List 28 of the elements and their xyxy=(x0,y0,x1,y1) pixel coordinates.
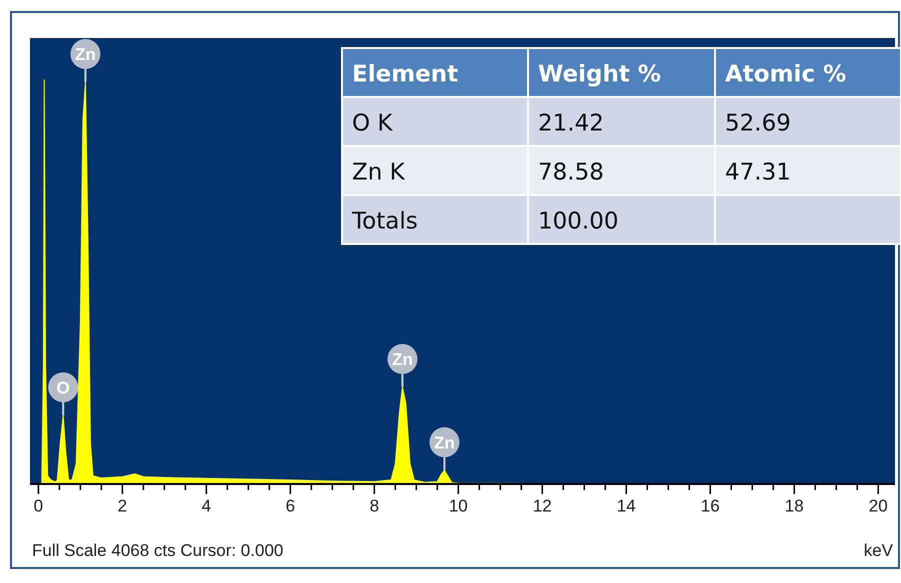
annotation: Zn xyxy=(434,433,455,452)
annotation: Atomic % xyxy=(725,62,846,88)
annotation: 47.31 xyxy=(725,160,791,186)
x-tick-label: 10 xyxy=(448,496,468,516)
annotation: O xyxy=(56,378,70,398)
annotation: O K xyxy=(352,110,394,136)
x-tick-label: 2 xyxy=(118,496,128,516)
x-tick-label: 20 xyxy=(868,496,888,516)
annotation: Zn K xyxy=(352,160,406,186)
x-axis-title: keV xyxy=(864,541,894,560)
annotation: Weight % xyxy=(538,62,661,88)
annotation: Zn xyxy=(75,45,96,64)
x-tick-label: 6 xyxy=(286,496,296,516)
x-tick-label: 14 xyxy=(616,496,636,516)
x-tick-label: 16 xyxy=(700,496,720,516)
annotation: 52.69 xyxy=(725,110,791,136)
text: Full Scale 4068 cts Cursor: 0.000 xyxy=(32,541,284,560)
annotation: 78.58 xyxy=(538,160,604,186)
annotation: Zn xyxy=(392,350,413,370)
x-tick-label: 8 xyxy=(370,496,380,516)
annotation: 21.42 xyxy=(538,110,604,136)
x-tick-label: 0 xyxy=(34,496,44,516)
x-tick-label: 12 xyxy=(532,496,552,516)
x-tick-label: 18 xyxy=(784,496,804,516)
annotation: 100.00 xyxy=(538,208,618,234)
x-tick-label: 4 xyxy=(202,496,212,516)
annotation: Element xyxy=(352,62,458,88)
annotation: Totals xyxy=(351,208,418,234)
